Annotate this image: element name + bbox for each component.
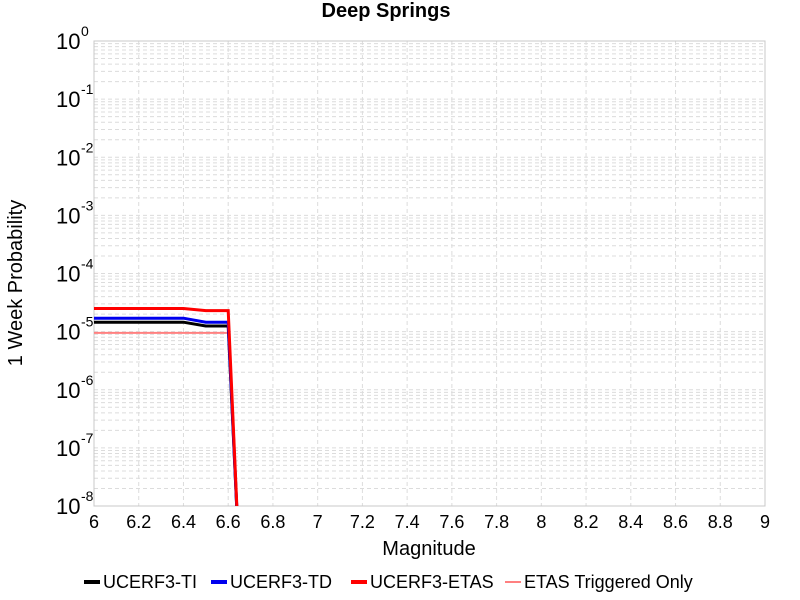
legend-item: UCERF3-TI	[84, 572, 197, 592]
y-tick-base: 10	[56, 29, 80, 54]
y-tick-base: 10	[56, 436, 80, 461]
legend-item: ETAS Triggered Only	[505, 572, 693, 592]
legend-label: UCERF3-TD	[230, 572, 332, 592]
x-tick-label: 8	[536, 512, 546, 532]
x-tick-label: 8.8	[708, 512, 733, 532]
legend-item: UCERF3-TD	[211, 572, 332, 592]
legend-label: UCERF3-TI	[103, 572, 197, 592]
y-tick-exponent: -3	[81, 197, 94, 213]
x-tick-label: 7.8	[484, 512, 509, 532]
legend-label: ETAS Triggered Only	[524, 572, 693, 592]
x-tick-label: 6.2	[126, 512, 151, 532]
y-tick-label: 10 -5	[56, 314, 94, 345]
chart-title: Deep Springs	[322, 0, 451, 22]
series-line-ucerf3-etas	[94, 307, 239, 506]
x-tick-label: 6.6	[216, 512, 241, 532]
y-tick-exponent: -1	[81, 81, 94, 97]
y-tick-label: 10 -8	[56, 488, 94, 519]
x-tick-label: 6	[89, 512, 99, 532]
x-tick-labels: 6 6.2 6.4 6.6 6.8 7 7.2 7.4 7.6 7.8 8 8.2 8.4 8.6 8.8 9	[89, 512, 770, 532]
x-tick-label: 6.8	[260, 512, 285, 532]
y-tick-base: 10	[56, 494, 80, 519]
y-tick-base: 10	[56, 87, 80, 112]
grid	[93, 41, 766, 507]
x-tick-label: 9	[760, 512, 770, 532]
x-axis-title: Magnitude	[382, 538, 475, 560]
y-tick-base: 10	[56, 203, 80, 228]
legend-label: UCERF3-ETAS	[370, 572, 494, 592]
y-tick-exponent: -8	[81, 488, 94, 504]
legend-item: UCERF3-ETAS	[351, 572, 494, 592]
series-line-ucerf3-td	[94, 316, 239, 506]
x-tick-label: 8.4	[618, 512, 643, 532]
y-tick-label: 10 0	[56, 23, 89, 54]
series-line-ucerf3-ti	[94, 320, 239, 506]
y-tick-label: 10 -1	[56, 81, 94, 112]
y-tick-base: 10	[56, 378, 80, 403]
y-tick-exponent: 0	[81, 23, 89, 39]
y-tick-label: 10 -6	[56, 372, 94, 403]
y-axis-title: 1 Week Probability	[5, 200, 27, 366]
y-tick-base: 10	[56, 145, 80, 170]
y-tick-exponent: -7	[81, 430, 94, 446]
x-tick-label: 7	[313, 512, 323, 532]
x-tick-label: 7.4	[395, 512, 420, 532]
y-tick-label: 10 -3	[56, 197, 94, 228]
y-tick-base: 10	[56, 320, 80, 345]
x-tick-label: 6.4	[171, 512, 196, 532]
plot-area-border	[93, 40, 766, 507]
legend: UCERF3-TI UCERF3-TD UCERF3-ETAS ETAS Trigge…	[84, 572, 693, 592]
y-tick-exponent: -4	[81, 256, 94, 272]
x-tick-label: 8.2	[574, 512, 599, 532]
y-tick-label: 10 -2	[56, 139, 94, 170]
y-tick-exponent: -2	[81, 139, 94, 155]
y-tick-label: 10 -7	[56, 430, 94, 461]
x-tick-label: 7.2	[350, 512, 375, 532]
y-tick-exponent: -6	[81, 372, 94, 388]
y-tick-base: 10	[56, 262, 80, 287]
x-tick-label: 7.6	[439, 512, 464, 532]
y-tick-label: 10 -4	[56, 256, 94, 287]
x-tick-label: 8.6	[663, 512, 688, 532]
y-tick-exponent: -5	[81, 314, 94, 330]
series-layer	[94, 307, 239, 506]
